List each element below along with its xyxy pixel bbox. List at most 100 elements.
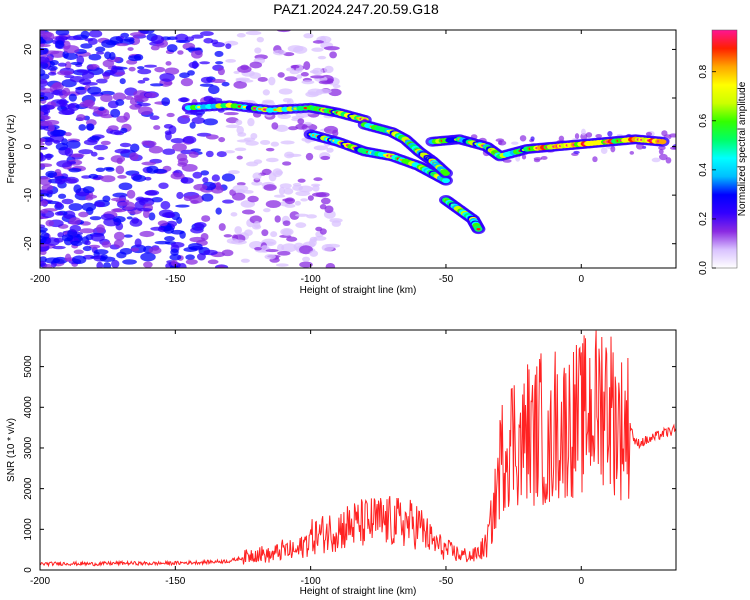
heatmap-noise-cell xyxy=(117,175,127,179)
heatmap-noise-cell xyxy=(170,242,185,248)
heatmap-noise-cell xyxy=(54,211,65,216)
heatmap-noise-cell xyxy=(166,44,178,53)
heatmap-noise-cell xyxy=(100,213,115,221)
heatmap-noise-cell xyxy=(139,230,155,238)
heatmap-noise-cell xyxy=(665,157,672,164)
heatmap-noise-cell xyxy=(81,71,95,79)
heatmap-noise-cell xyxy=(234,226,243,235)
heatmap-noise-cell xyxy=(40,142,45,146)
x-tick-label: -200 xyxy=(30,274,50,285)
heatmap-noise-cell xyxy=(61,198,74,205)
heatmap-noise-cell xyxy=(40,115,51,121)
heatmap-noise-cell xyxy=(149,115,160,121)
heatmap-noise-cell xyxy=(263,208,271,213)
heatmap-noise-cell xyxy=(241,209,256,215)
heatmap-noise-cell xyxy=(530,136,535,142)
heatmap-noise-cell xyxy=(272,49,286,56)
heatmap-noise-cell xyxy=(143,261,153,268)
heatmap-noise-cell xyxy=(157,220,168,227)
heatmap-noise-cell xyxy=(144,92,157,98)
heatmap-noise-cell xyxy=(203,37,214,44)
heatmap-noise-cell xyxy=(218,223,226,231)
heatmap-noise-cell xyxy=(40,193,50,197)
heatmap-noise-cell xyxy=(658,145,666,151)
heatmap-noise-cell xyxy=(237,132,247,137)
heatmap-noise-cell xyxy=(40,243,49,247)
heatmap-noise-cell xyxy=(315,88,332,94)
heatmap-noise-cell xyxy=(65,35,82,41)
heatmap-noise-cell xyxy=(113,239,124,248)
heatmap-noise-cell xyxy=(196,252,206,261)
heatmap-noise-cell xyxy=(145,140,157,147)
heatmap-noise-cell xyxy=(100,113,114,119)
heatmap-noise-cell xyxy=(68,153,85,158)
heatmap-noise-cell xyxy=(87,86,102,95)
heatmap-noise-cell xyxy=(80,30,90,39)
heatmap-noise-cell xyxy=(88,173,99,179)
heatmap-noise-cell xyxy=(185,254,195,261)
heatmap-noise-cell xyxy=(110,108,121,118)
heatmap-noise-cell xyxy=(64,147,74,157)
heatmap-noise-cell xyxy=(64,61,72,70)
heatmap-noise-cell xyxy=(201,215,211,222)
x-tick-label: -50 xyxy=(439,274,454,285)
heatmap-noise-cell xyxy=(180,78,194,87)
heatmap-noise-cell xyxy=(280,140,295,145)
heatmap-ridge-peak xyxy=(257,107,262,111)
heatmap-noise-cell xyxy=(93,249,109,255)
heatmap-noise-cell xyxy=(318,80,334,85)
heatmap-ridge-cell xyxy=(658,139,667,145)
heatmap-noise-cell xyxy=(257,77,268,82)
heatmap-noise-cell xyxy=(278,88,293,95)
spectrogram-y-axis-title: Frequency (Hz) xyxy=(6,115,17,184)
heatmap-noise-cell xyxy=(45,219,54,227)
heatmap-noise-cell xyxy=(45,170,58,178)
heatmap-noise-cell xyxy=(274,215,281,223)
heatmap-noise-cell xyxy=(95,51,105,55)
heatmap-noise-cell xyxy=(234,147,247,152)
heatmap-noise-cell xyxy=(47,71,57,76)
heatmap-noise-cell xyxy=(519,135,527,142)
x-tick-label: -200 xyxy=(30,576,50,587)
heatmap-noise-cell xyxy=(114,148,130,154)
heatmap-noise-cell xyxy=(88,244,101,249)
heatmap-noise-cell xyxy=(585,132,593,138)
heatmap-noise-cell xyxy=(112,216,126,223)
heatmap-noise-cell xyxy=(73,249,84,255)
heatmap-ridge-peak xyxy=(237,105,242,108)
heatmap-noise-cell xyxy=(289,211,300,220)
heatmap-noise-cell xyxy=(301,80,315,85)
heatmap-noise-cell xyxy=(203,249,218,256)
heatmap-noise-cell xyxy=(311,47,324,52)
heatmap-noise-cell xyxy=(150,34,165,44)
heatmap-noise-cell xyxy=(57,70,73,76)
heatmap-noise-cell xyxy=(126,189,136,199)
spectrogram-y-axis: -20 -10 0 10 20 xyxy=(23,43,676,251)
heatmap-noise-cell xyxy=(193,221,207,229)
heatmap-noise-cell xyxy=(177,50,184,55)
heatmap-noise-cell xyxy=(97,156,105,161)
heatmap-noise-cell xyxy=(123,112,131,121)
heatmap-noise-cell xyxy=(265,157,279,163)
heatmap-noise-cell xyxy=(54,176,68,180)
heatmap-noise-cell xyxy=(88,106,101,110)
heatmap-noise-cell xyxy=(251,181,263,186)
heatmap-noise-cell xyxy=(309,250,319,257)
heatmap-noise-cell xyxy=(265,147,275,152)
heatmap-noise-cell xyxy=(191,49,203,59)
heatmap-noise-cell xyxy=(144,176,152,181)
heatmap-noise-cell xyxy=(558,135,565,142)
heatmap-noise-cell xyxy=(41,184,54,191)
heatmap-noise-cell xyxy=(196,112,203,118)
y-tick-label: 0 xyxy=(23,143,34,149)
heatmap-noise-cell xyxy=(221,249,234,257)
heatmap-noise-cell xyxy=(247,195,259,203)
heatmap-noise-cell xyxy=(96,78,108,84)
heatmap-noise-cell xyxy=(199,61,211,65)
y-tick-label: 10 xyxy=(23,92,34,104)
heatmap-noise-cell xyxy=(89,135,101,141)
spectrogram-frame xyxy=(39,29,677,269)
heatmap-noise-cell xyxy=(240,258,250,263)
heatmap-noise-cell xyxy=(217,67,225,76)
heatmap-noise-cell xyxy=(40,146,48,150)
